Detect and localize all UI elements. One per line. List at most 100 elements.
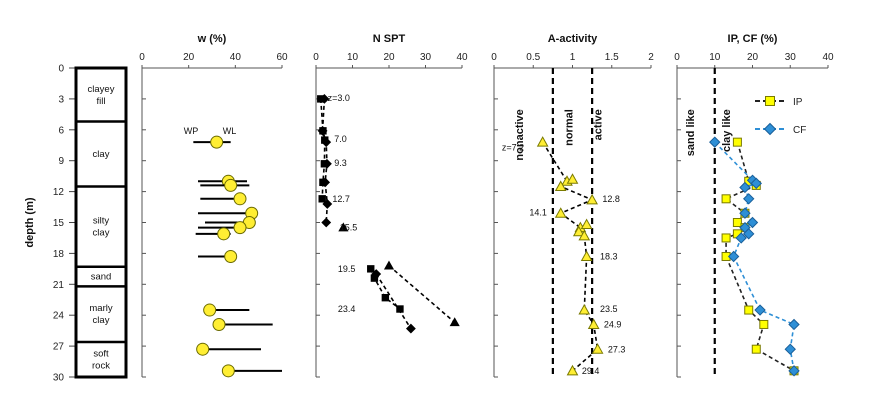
data-point-triangle — [591, 343, 604, 354]
soil-layer-label: clayey — [88, 84, 115, 95]
data-point-square — [759, 319, 769, 329]
depth-annotation: 12.7 — [332, 194, 350, 204]
depth-tick-label: 24 — [53, 311, 65, 322]
legend-label: IP — [793, 97, 803, 108]
x-tick-label: 20 — [183, 52, 195, 63]
data-point-diamond — [739, 181, 751, 194]
soil-layer-label: clay — [93, 315, 110, 326]
panel-title: w (%) — [197, 33, 227, 45]
depth-tick-label: 18 — [53, 249, 65, 260]
data-point-circle — [212, 317, 226, 331]
depth-tick-label: 9 — [58, 156, 64, 167]
data-point-triangle — [580, 218, 593, 230]
data-point-square — [318, 195, 326, 203]
soil-layer-label: rock — [92, 360, 110, 371]
depth-annotation: 27.3 — [608, 344, 626, 354]
soil-layer-label: sand — [91, 272, 112, 283]
depth-annotation: 19.5 — [338, 264, 356, 274]
x-tick-label: 10 — [709, 52, 721, 63]
depth-annotation: z=7.2 — [502, 142, 524, 152]
data-point-square — [744, 305, 754, 315]
zone-label: normal — [564, 109, 576, 146]
data-point-diamond — [321, 137, 332, 148]
wp-label: WP — [184, 126, 199, 136]
panel-title: IP, CF (%) — [728, 33, 778, 45]
data-point-triangle — [580, 250, 593, 261]
data-point-square — [765, 96, 775, 106]
data-point-square — [381, 293, 390, 302]
depth-annotation: 7.0 — [334, 134, 347, 144]
depth-tick-label: 27 — [53, 342, 65, 353]
soil-layer-label: clay — [93, 228, 110, 239]
depth-annotation: z=3.0 — [328, 93, 350, 103]
depth-annotation: 15.5 — [340, 223, 358, 233]
depth-tick-label: 12 — [53, 187, 65, 198]
depth-annotation: 9.3 — [334, 158, 347, 168]
data-point-diamond — [739, 207, 751, 219]
depth-annotation: 24.9 — [604, 320, 622, 330]
x-tick-label: 1.5 — [605, 52, 619, 63]
x-tick-label: 0.5 — [526, 52, 540, 63]
data-point-square — [732, 137, 742, 147]
data-point-circle — [196, 342, 210, 356]
data-point-circle — [224, 249, 238, 263]
depth-axis: depth (m) 0 3 6 9 12 15 18 21 24 27 30 — [24, 64, 75, 384]
x-tick-label: 2 — [648, 52, 654, 63]
x-tick-label: 40 — [230, 52, 242, 63]
data-point-square — [751, 344, 761, 354]
data-point-diamond — [319, 93, 330, 104]
data-point-triangle — [586, 193, 598, 205]
panel-ipcf: IP, CF (%) 0 10 20 30 40 sand like clay like IP C… — [674, 33, 834, 378]
panel-w: w (%) 0 20 40 60 WP WL — [139, 33, 288, 378]
data-point-diamond — [405, 323, 416, 334]
depth-tick-label: 6 — [58, 125, 64, 136]
data-point-circle — [233, 192, 247, 206]
series-line — [375, 273, 412, 330]
data-point-diamond — [788, 318, 800, 331]
data-point-diamond — [322, 158, 332, 169]
series-line — [388, 265, 456, 324]
data-point-triangle — [554, 207, 567, 218]
data-point-triangle — [338, 222, 349, 232]
depth-annotation: 29.4 — [582, 366, 600, 376]
panel-title: N SPT — [373, 33, 406, 45]
series-line — [370, 268, 401, 310]
data-point-diamond — [743, 193, 755, 205]
soil-layer-label: marly — [89, 303, 112, 314]
legend-label: CF — [793, 125, 806, 136]
zone-label: sand like — [685, 109, 697, 156]
data-point-square — [367, 265, 375, 273]
data-point-triangle — [587, 318, 600, 329]
x-tick-label: 20 — [747, 52, 759, 63]
x-tick-label: 30 — [785, 52, 797, 63]
zone-label: nonactive — [514, 109, 526, 160]
depth-tick-label: 21 — [53, 280, 65, 291]
soil-column-border — [74, 66, 128, 379]
data-point-diamond — [754, 304, 766, 316]
depth-annotation: 12.8 — [602, 194, 620, 204]
zone-label: clay like — [721, 109, 733, 152]
series-line — [714, 141, 795, 371]
x-tick-label: 40 — [822, 52, 834, 63]
data-point-square — [721, 233, 731, 243]
data-point-diamond — [746, 216, 759, 229]
soil-profile: clayeyfillclaysiltyclaysandmarlyclaysoft… — [74, 66, 128, 379]
depth-annotation: 23.4 — [338, 304, 356, 314]
wl-label: WL — [223, 126, 237, 136]
data-point-triangle — [572, 225, 585, 237]
data-point-circle — [210, 135, 224, 149]
data-point-diamond — [321, 217, 332, 228]
legend: IP CF — [755, 96, 806, 136]
depth-axis-label: depth (m) — [24, 197, 36, 247]
data-point-diamond — [784, 343, 796, 355]
data-point-triangle — [536, 136, 549, 147]
x-tick-label: 0 — [313, 52, 319, 63]
x-tick-label: 0 — [674, 52, 680, 63]
panel-title: A-activity — [548, 33, 598, 45]
depth-annotation: 23.5 — [600, 304, 618, 314]
data-point-triangle — [578, 229, 591, 241]
depth-tick-label: 30 — [53, 373, 65, 384]
data-point-diamond — [317, 125, 328, 136]
depth-annotation: 18.3 — [600, 252, 618, 262]
